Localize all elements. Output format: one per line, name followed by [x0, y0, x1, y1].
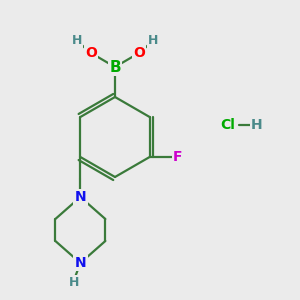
Text: Cl: Cl — [220, 118, 236, 132]
Text: H: H — [72, 34, 82, 47]
Text: F: F — [173, 150, 182, 164]
Text: O: O — [133, 46, 145, 60]
Text: B: B — [109, 59, 121, 74]
Text: N: N — [74, 256, 86, 270]
Text: O: O — [85, 46, 97, 60]
Text: H: H — [148, 34, 158, 47]
Text: N: N — [74, 190, 86, 204]
Text: H: H — [251, 118, 263, 132]
Text: H: H — [69, 277, 80, 290]
